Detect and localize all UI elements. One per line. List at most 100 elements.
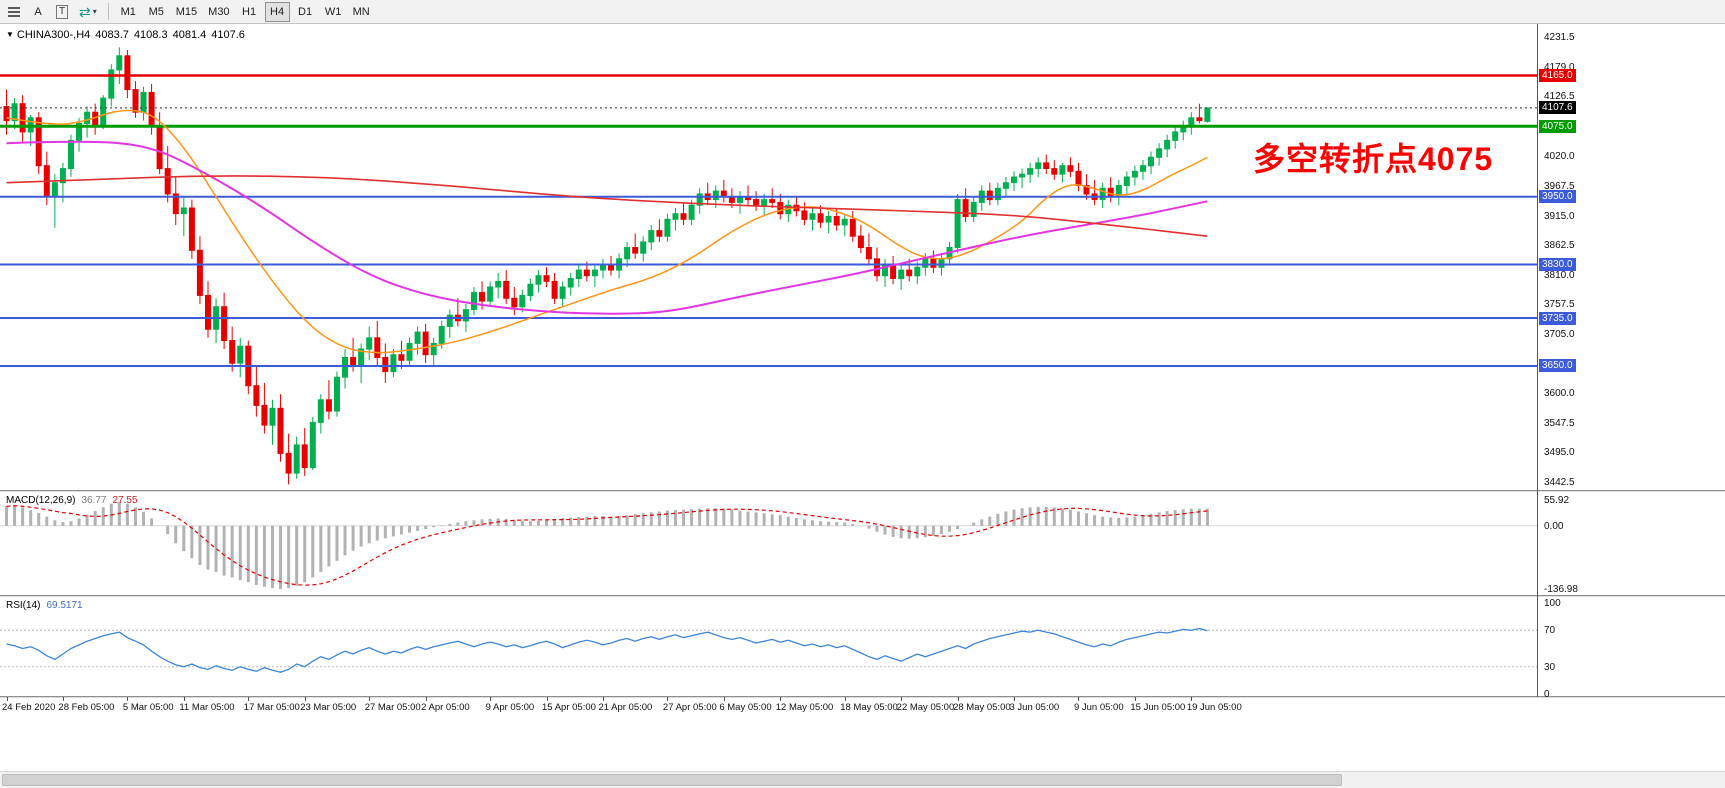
date-label: 2 Apr 05:00 (421, 702, 470, 713)
date-label: 3 Jun 05:00 (1009, 702, 1060, 713)
timeframe-button-w1[interactable]: W1 (321, 2, 346, 22)
trader-annotation-text: 多空转折点4075 (1253, 141, 1494, 177)
macd-tick-label: -136.98 (1544, 584, 1578, 595)
date-label: 23 Mar 05:00 (300, 702, 357, 713)
time-tick (425, 697, 427, 701)
time-tick (1014, 697, 1015, 701)
date-label: 15 Apr 05:00 (542, 702, 596, 713)
price-tick-label: 3547.5 (1544, 417, 1575, 429)
symbol-switch-button[interactable]: ⇄ ▾ (75, 2, 101, 22)
text-label-tool-button[interactable]: A (27, 2, 49, 22)
date-label: 17 Mar 05:00 (243, 702, 300, 713)
time-tick (127, 697, 129, 701)
price-level-badge: 4075.0 (1539, 119, 1576, 133)
rsi-name: RSI(14) (6, 600, 41, 611)
price-level-badge: 3950.0 (1539, 190, 1576, 204)
time-tick (62, 697, 64, 701)
timeframe-button-h1[interactable]: H1 (237, 2, 262, 22)
date-label: 15 Jun 05:00 (1130, 702, 1186, 713)
rsi-tick-label: 0 (1544, 689, 1550, 700)
date-label: 9 Jun 05:00 (1073, 702, 1124, 713)
timeframe-button-h4[interactable]: H4 (264, 1, 290, 22)
price-level-badge: 3830.0 (1539, 257, 1576, 271)
price-tick-label: 3705.0 (1544, 328, 1575, 340)
macd-tick-label: 55.92 (1544, 495, 1570, 506)
chart-list-button[interactable] (3, 2, 25, 22)
rsi-tick-label: 100 (1544, 598, 1561, 609)
time-tick (1134, 697, 1136, 701)
price-tick-label: 3757.5 (1544, 299, 1575, 311)
date-label: 28 Feb 05:00 (58, 702, 115, 713)
time-tick (183, 697, 185, 701)
main-chart-canvas[interactable] (0, 24, 1537, 490)
date-label: 9 Apr 05:00 (485, 702, 535, 713)
time-tick (844, 697, 846, 701)
price-tick-label: 3810.0 (1544, 269, 1575, 281)
text-frame-icon: T (55, 4, 69, 19)
timeframe-button-m30[interactable]: M30 (204, 2, 233, 22)
price-tick-label: 3495.0 (1544, 447, 1575, 459)
close-value: 4107.6 (211, 29, 245, 41)
main-toolbar: A T ⇄ ▾ M1 M5 M15 M30 H1 H4 D1 W1 MN (0, 0, 1725, 24)
collapse-arrow-icon[interactable]: ▼ (6, 30, 14, 39)
macd-name: MACD(12,26,9) (6, 495, 76, 506)
time-tick (780, 697, 782, 701)
text-label-icon: A (34, 5, 42, 18)
price-level-badge: 3735.0 (1539, 311, 1576, 325)
dropdown-caret-icon: ▾ (92, 7, 97, 16)
date-label: 21 Apr 05:00 (598, 702, 653, 713)
macd-signal-line (6, 505, 1208, 586)
time-axis[interactable]: 24 Feb 2020 28 Feb 05:00 5 Mar 05:00 11 Mar… (0, 697, 1537, 717)
pane-separator[interactable] (0, 595, 1725, 597)
candle-bodies (3, 55, 1211, 474)
price-tick-label: 3442.5 (1544, 477, 1575, 488)
rsi-tick-label: 70 (1544, 625, 1556, 637)
mid-ma-line (6, 140, 1208, 315)
horizontal-scrollbar[interactable] (0, 771, 1725, 788)
timeframe-button-mn[interactable]: MN (349, 2, 374, 22)
timeframe-toolbar: M1 M5 M15 M30 H1 H4 D1 W1 MN (116, 1, 374, 22)
date-label: 12 May 05:00 (775, 702, 834, 713)
date-label: 19 Jun 05:00 (1186, 702, 1242, 713)
price-tick-label: 4126.5 (1544, 91, 1575, 103)
macd-histogram (5, 501, 1209, 589)
date-label: 28 May 05:00 (953, 702, 1011, 713)
pane-separator[interactable] (0, 490, 1725, 492)
timeframe-button-m1[interactable]: M1 (116, 2, 141, 22)
date-label: 6 May 05:00 (719, 702, 772, 713)
high-value: 4108.3 (133, 29, 168, 41)
rsi-line (6, 627, 1208, 673)
symbol-period-label: CHINA300-,H4 (16, 29, 91, 41)
rsi-pane-canvas[interactable] (0, 597, 1537, 696)
date-label: 27 Mar 05:00 (364, 702, 421, 713)
time-tick (957, 697, 959, 701)
price-level-badge: 4165.0 (1539, 69, 1576, 82)
macd-pane-canvas[interactable] (0, 492, 1537, 595)
time-tick (901, 697, 903, 701)
date-label: 22 May 05:00 (896, 702, 955, 713)
timeframe-button-m5[interactable]: M5 (144, 2, 169, 22)
macd-indicator-label: MACD(12,26,9) 36.77 27.55 (6, 495, 144, 506)
timeframe-button-m15[interactable]: M15 (172, 2, 201, 22)
price-tick-label: 4179.0 (1544, 61, 1575, 73)
price-tick-label: 3915.0 (1544, 210, 1575, 222)
time-tick (602, 697, 604, 701)
price-tick-label: 4020.0 (1544, 151, 1575, 163)
date-label: 18 May 05:00 (840, 702, 898, 713)
time-tick (723, 697, 725, 701)
date-label: 5 Mar 05:00 (122, 702, 174, 713)
timeframe-button-d1[interactable]: D1 (293, 2, 318, 22)
time-tick (1191, 697, 1193, 701)
pane-separator (0, 696, 1725, 698)
swap-arrows-icon: ⇄ (79, 3, 91, 20)
price-scale[interactable]: 4231.5 4179.0 4126.5 4020.0 3967.5 3915.0 3862… (1538, 24, 1725, 715)
rsi-value: 69.5171 (46, 600, 83, 611)
scrollbar-thumb[interactable] (2, 774, 1342, 786)
rsi-tick-label: 30 (1544, 661, 1556, 673)
price-tick-label: 3967.5 (1544, 180, 1575, 192)
fast-ma-line (6, 109, 1208, 354)
time-tick (667, 697, 669, 701)
text-frame-tool-button[interactable]: T (51, 2, 73, 22)
time-tick (6, 697, 8, 701)
current-price-badge: 4107.6 (1539, 101, 1576, 115)
